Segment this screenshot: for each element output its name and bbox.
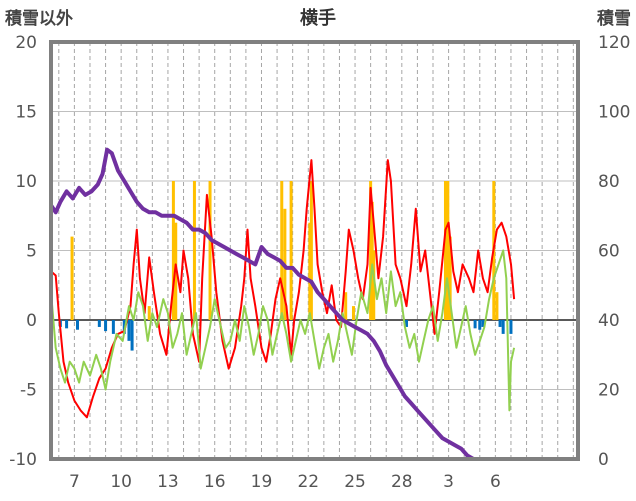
precip-bar: [97, 320, 101, 327]
x-tick-label: 7: [69, 472, 80, 492]
right-axis-label: 積雪: [597, 8, 631, 29]
series-lines: [49, 147, 516, 461]
left-tick-label: 0: [26, 311, 37, 331]
x-axis-ticks: 7 10 13 16 19 22 25 28 3 6: [69, 472, 501, 492]
precip-bar: [372, 250, 376, 320]
series-line-2: [49, 147, 515, 461]
grid: [51, 41, 578, 460]
precip-bar: [76, 320, 80, 330]
precip-bar: [70, 236, 74, 320]
x-tick-label: 28: [391, 472, 413, 492]
precip-bar: [65, 320, 69, 329]
left-tick-label: -10: [9, 450, 37, 470]
precip-bar: [308, 222, 312, 320]
x-tick-label: 19: [251, 472, 273, 492]
precip-bar: [501, 320, 505, 334]
series-line-0: [50, 159, 516, 419]
precip-bar: [478, 320, 482, 330]
precip-bar: [192, 181, 196, 320]
precip-bar: [404, 320, 408, 327]
right-tick-label: 0: [598, 450, 609, 470]
precip-bar: [127, 320, 131, 341]
right-tick-label: 80: [598, 172, 620, 192]
left-axis-ticks: 20 15 10 5 0 -5 -10: [9, 33, 37, 470]
x-tick-label: 25: [344, 472, 366, 492]
chart-title: 横手: [300, 7, 336, 29]
precip-bar: [448, 236, 452, 320]
precip-bar: [443, 181, 447, 320]
x-tick-label: 10: [110, 472, 132, 492]
precip-bar: [280, 181, 284, 320]
precip-bar: [509, 320, 513, 334]
precip-bar: [104, 320, 108, 332]
precip-bar: [370, 201, 374, 320]
x-tick-label: 6: [490, 472, 501, 492]
precip-bar: [498, 320, 502, 327]
left-tick-label: -5: [20, 381, 37, 401]
precip-bar: [289, 181, 293, 320]
precip-bar: [171, 181, 175, 320]
precip-bar: [208, 181, 212, 320]
x-tick-label: 3: [443, 472, 454, 492]
left-tick-label: 20: [15, 33, 37, 53]
precip-bar: [481, 320, 485, 327]
plot-frame: [49, 40, 580, 461]
left-tick-label: 15: [15, 103, 37, 123]
right-tick-label: 120: [598, 33, 630, 53]
precip-bar: [309, 181, 313, 320]
right-tick-label: 40: [598, 311, 620, 331]
precipitation-bars: [58, 181, 513, 351]
precip-bar: [369, 181, 373, 320]
x-tick-label: 16: [204, 472, 226, 492]
x-tick-label: 13: [157, 472, 179, 492]
right-tick-label: 20: [598, 381, 620, 401]
precip-bar: [344, 292, 348, 320]
precip-bar: [495, 292, 499, 320]
precip-bar: [147, 306, 151, 320]
precip-bar: [473, 320, 477, 329]
left-tick-label: 5: [26, 242, 37, 262]
right-tick-label: 100: [598, 103, 630, 123]
precip-bar: [446, 181, 450, 320]
right-axis-ticks: 120 100 80 60 40 20 0: [598, 33, 630, 470]
precip-bar: [130, 320, 134, 351]
precip-bar: [351, 306, 355, 320]
right-tick-label: 60: [598, 242, 620, 262]
precip-bar: [111, 320, 115, 334]
series-line-1: [50, 249, 516, 412]
x-tick-label: 22: [297, 472, 319, 492]
left-tick-label: 10: [15, 172, 37, 192]
left-axis-label: 積雪以外: [5, 8, 73, 29]
